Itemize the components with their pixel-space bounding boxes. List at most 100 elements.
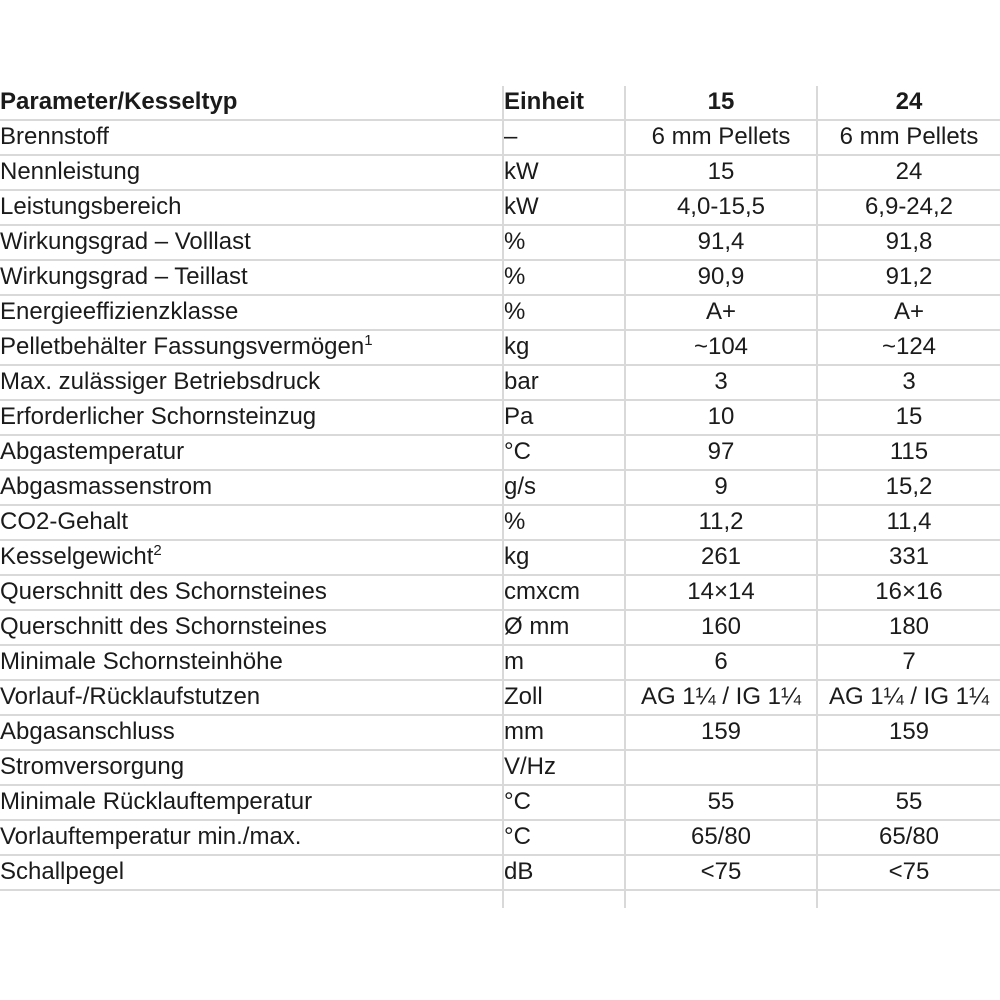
parameter-label: Minimale Schornsteinhöhe [0,648,283,676]
table-row: Max. zulässiger Betriebsdruck bar 3 3 [0,365,1000,401]
table-row: Abgastemperatur °C 97 115 [0,435,1000,471]
unit-cell: % [502,225,625,261]
value-cell-15: 10 [624,400,817,436]
footnote-marker: 1 [364,332,373,350]
value-cell-24: 15,2 [816,470,1000,506]
unit-cell: dB [502,855,625,891]
parameter-cell: Vorlauftemperatur min./max. [0,820,503,856]
parameter-cell: Wirkungsgrad – Volllast [0,225,503,261]
value-cell-15: 261 [624,540,817,576]
parameter-label: Leistungsbereich [0,193,182,221]
parameter-cell: Nennleistung [0,155,503,191]
value-cell-24: ~124 [816,330,1000,366]
value-cell-15 [624,750,817,786]
unit-cell: kW [502,155,625,191]
unit-cell: bar [502,365,625,401]
header-model-24: 24 [816,86,1000,121]
value-cell-15: 9 [624,470,817,506]
header-einheit: Einheit [502,86,625,121]
value-cell-24: 7 [816,645,1000,681]
table-row: Querschnitt des Schornsteines Ø mm 160 180 [0,610,1000,646]
table-row: Energieeffizienzklasse% A+ A+ [0,295,1000,331]
parameter-cell: Wirkungsgrad – Teillast [0,260,503,296]
parameter-cell: Erforderlicher Schornsteinzug [0,400,503,436]
unit-cell: g/s [502,470,625,506]
table-row: Wirkungsgrad – Volllast% 91,4 91,8 [0,225,1000,261]
parameter-label: Max. zulässiger Betriebsdruck [0,368,321,396]
value-cell-24: 65/80 [816,820,1000,856]
parameter-label: Querschnitt des Schornsteines [0,578,327,606]
parameter-cell: Abgasmassenstrom [0,470,503,506]
value-cell-24: 159 [816,715,1000,751]
parameter-label: Wirkungsgrad – Teillast [0,263,248,291]
unit-cell: kg [502,540,625,576]
table-row: Pelletbehälter Fassungsvermögen1 kg ~104 ~1… [0,330,1000,366]
value-cell-15: A+ [624,295,817,331]
unit-cell: Ø mm [502,610,625,646]
parameter-label: Kesselgewicht [0,543,154,571]
value-cell-24: 16×16 [816,575,1000,611]
table-row: Abgasmassenstrom g/s 9 15,2 [0,470,1000,506]
table-row: Vorlauf-/Rücklaufstutzen Zoll AG 1¼ / IG 1… [0,680,1000,716]
table-row: Minimale Rücklauftemperatur °C 55 55 [0,785,1000,821]
table-row: Kesselgewicht2 kg 261 331 [0,540,1000,576]
value-cell-15: 3 [624,365,817,401]
unit-cell: Pa [502,400,625,436]
unit-cell: °C [502,820,625,856]
table-row: Vorlauftemperatur min./max. °C 65/80 65/80 [0,820,1000,856]
parameter-label: Wirkungsgrad – Volllast [0,228,251,256]
unit-cell: mm [502,715,625,751]
parameter-label: Pelletbehälter Fassungsvermögen [0,333,365,361]
table-row: Querschnitt des Schornsteines cmxcm 14×14 1… [0,575,1000,611]
parameter-label: Erforderlicher Schornsteinzug [0,403,317,431]
value-cell-24: 91,2 [816,260,1000,296]
empty-cell [624,890,817,908]
table-row: Wirkungsgrad – Teillast% 90,9 91,2 [0,260,1000,296]
parameter-label: Stromversorgung [0,753,185,781]
table-row: Schallpegel dB <75 <75 [0,855,1000,891]
value-cell-15: 65/80 [624,820,817,856]
spec-table: Parameter/Kesseltyp Einheit 15 24 Brenns… [0,86,1000,908]
parameter-label: Nennleistung [0,158,141,186]
value-cell-24: 331 [816,540,1000,576]
empty-row [0,890,1000,908]
table-row: Minimale Schornsteinhöhe m 6 7 [0,645,1000,681]
value-cell-24: 11,4 [816,505,1000,541]
value-cell-15: 15 [624,155,817,191]
parameter-cell: CO2-Gehalt [0,505,503,541]
table-row: Abgasanschluss mm 159 159 [0,715,1000,751]
unit-cell: °C [502,785,625,821]
parameter-label: Vorlauf-/Rücklaufstutzen [0,683,261,711]
parameter-cell: Schallpegel [0,855,503,891]
unit-cell: – [502,120,625,156]
value-cell-15: 4,0-15,5 [624,190,817,226]
value-cell-15: 91,4 [624,225,817,261]
header-model-15: 15 [624,86,817,121]
value-cell-15: AG 1¼ / IG 1¼ [624,680,817,716]
parameter-cell: Minimale Schornsteinhöhe [0,645,503,681]
parameter-cell: Abgastemperatur [0,435,503,471]
unit-cell: % [502,295,625,331]
footnote-marker: 2 [153,542,162,560]
value-cell-15: 90,9 [624,260,817,296]
header-parameter-kesseltyp: Parameter/Kesseltyp [0,86,503,121]
value-cell-15: 55 [624,785,817,821]
table-row: Brennstoff –6 mm Pellets 6 mm Pellets [0,120,1000,156]
header-row: Parameter/Kesseltyp Einheit 15 24 [0,86,1000,121]
value-cell-15: 11,2 [624,505,817,541]
parameter-cell: Minimale Rücklauftemperatur [0,785,503,821]
parameter-cell: Querschnitt des Schornsteines [0,610,503,646]
value-cell-24: 6,9-24,2 [816,190,1000,226]
parameter-label: Querschnitt des Schornsteines [0,613,327,641]
empty-cell [816,890,1000,908]
value-cell-24 [816,750,1000,786]
table-row: Leistungsbereich kW 4,0-15,5 6,9-24,2 [0,190,1000,226]
table-row: Nennleistung kW 15 24 [0,155,1000,191]
parameter-cell: Energieeffizienzklasse [0,295,503,331]
unit-cell: V/Hz [502,750,625,786]
empty-cell [502,890,625,908]
value-cell-24: 6 mm Pellets [816,120,1000,156]
value-cell-15: <75 [624,855,817,891]
table-row: Erforderlicher Schornsteinzug Pa 10 15 [0,400,1000,436]
value-cell-24: AG 1¼ / IG 1¼ [816,680,1000,716]
